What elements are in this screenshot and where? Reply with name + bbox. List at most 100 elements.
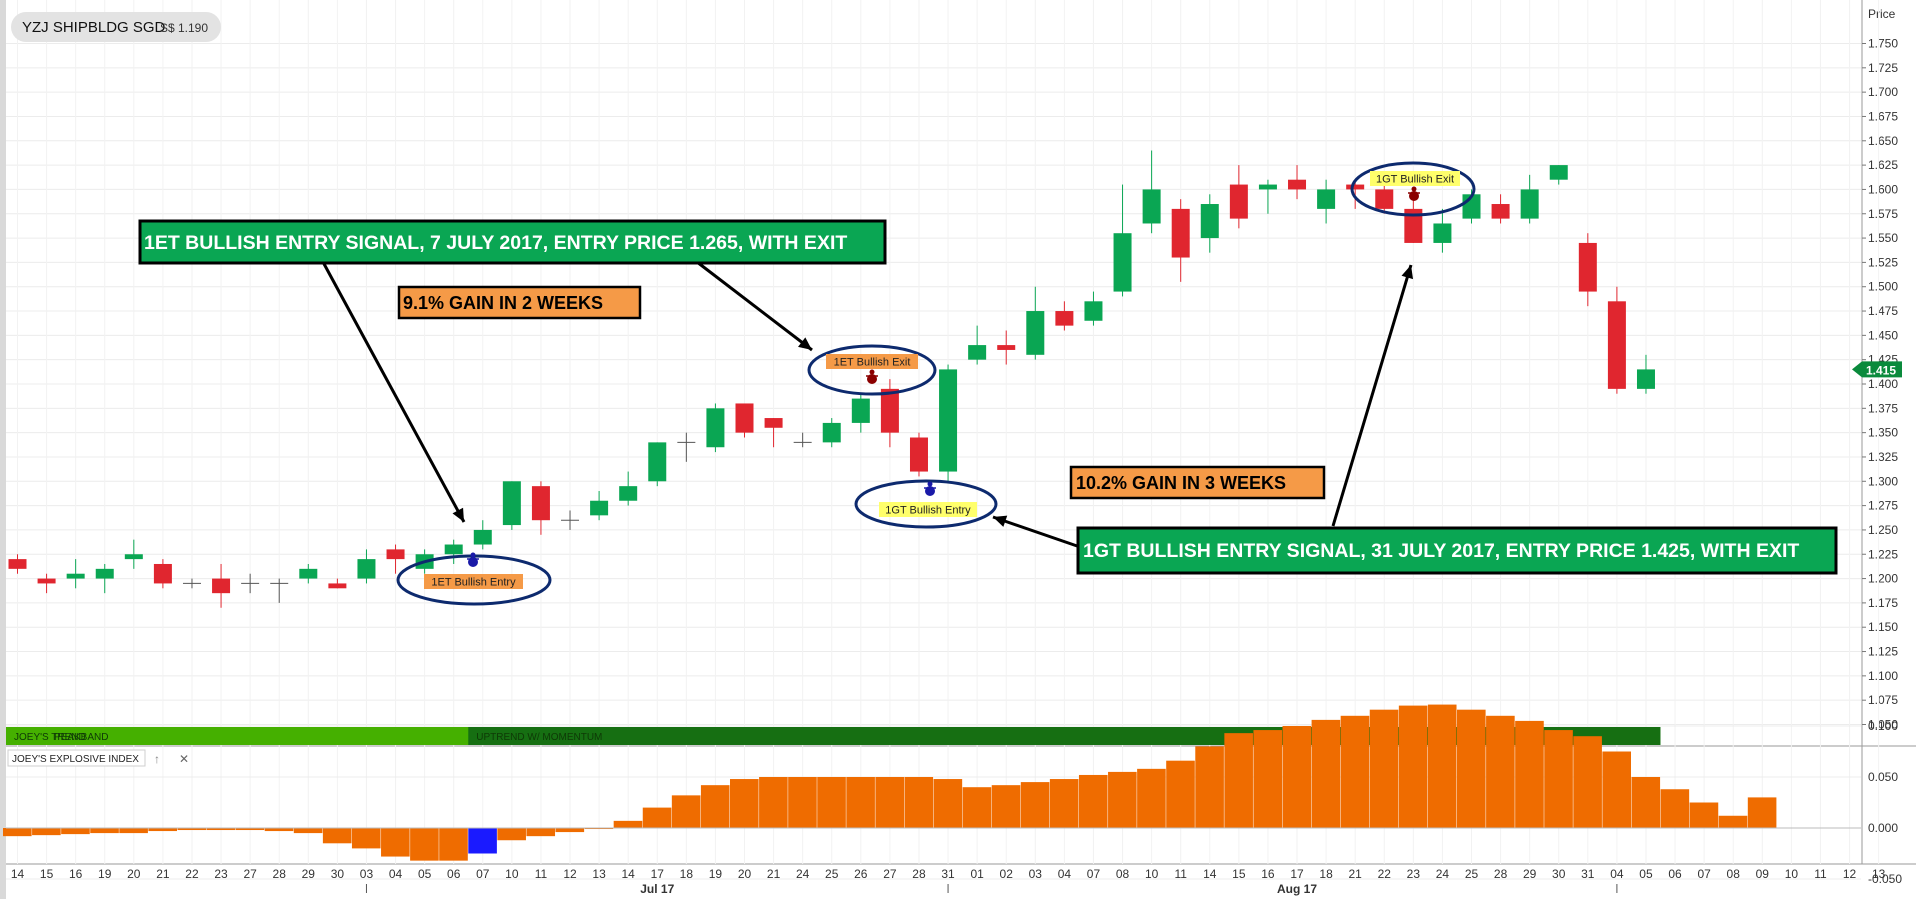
time-tick-label: 11 (535, 867, 548, 881)
candle-body (1375, 189, 1394, 209)
indicator-bar (1631, 777, 1661, 828)
time-tick-label: 02 (1000, 867, 1014, 881)
indicator-tick-label: -0.050 (1868, 872, 1902, 886)
tag-label: 1ET Bullish Entry (431, 577, 516, 589)
indicator-bar (1078, 774, 1108, 828)
price-axis-title: Price (1868, 7, 1896, 21)
indicator-bar (991, 785, 1021, 828)
candle-body (1491, 204, 1510, 219)
arrow-to-1gt-entry (992, 515, 1081, 549)
time-tick-label: 07 (1087, 867, 1101, 881)
indicator-bar (1660, 789, 1690, 828)
time-tick-label: 11 (1814, 867, 1827, 881)
time-tick-label: 20 (738, 867, 752, 881)
annotation-1gt-signal: 1GT BULLISH ENTRY SIGNAL, 31 JULY 2017, … (1076, 526, 1838, 575)
candle-body (706, 408, 725, 448)
arrow-to-1et-entry (321, 261, 466, 523)
time-tick-label: 21 (156, 867, 170, 881)
time-tick-label: 04 (389, 867, 403, 881)
price-tick-label: 1.300 (1868, 474, 1898, 488)
trend-band (6, 727, 498, 745)
indicator-bar (1137, 768, 1166, 828)
annotation-text: 10.2% GAIN IN 3 WEEKS (1076, 473, 1286, 493)
time-tick-label: 29 (1523, 867, 1537, 881)
candle-body (473, 529, 492, 545)
indicator-bar (584, 828, 614, 830)
candle-body (822, 422, 841, 443)
indicator-bar (904, 777, 934, 828)
annotation-box (1076, 526, 1838, 575)
indicator-bar (322, 828, 352, 844)
candle-body (328, 583, 347, 589)
current-price-tag: 1.415 (1852, 361, 1902, 378)
indicator-bar (1195, 746, 1224, 828)
time-tick-label: 03 (1029, 867, 1043, 881)
indicator-tick-label: 0.050 (1868, 770, 1898, 784)
indicator-bar (1718, 815, 1748, 828)
time-tick-label: 17 (1290, 867, 1304, 881)
time-tick-label: 12 (1843, 867, 1857, 881)
price-tick-label: 1.350 (1868, 426, 1898, 440)
indicator-bar (846, 777, 875, 828)
time-tick-label: 14 (11, 867, 25, 881)
candle-body (1346, 184, 1365, 190)
time-tick-label: 04 (1610, 867, 1624, 881)
indicator-bar (410, 828, 439, 861)
candle-body (880, 388, 899, 433)
indicator-bar (293, 828, 323, 834)
indicator-bar (1427, 704, 1457, 828)
indicator-bar (962, 787, 992, 828)
indicator-bar (1544, 730, 1573, 828)
indicator-tick-label: 0.100 (1868, 719, 1898, 733)
time-tick-label: 03 (360, 867, 374, 881)
annotation-box (397, 285, 642, 320)
indicator-bar (1747, 797, 1777, 828)
tag-box (424, 574, 523, 589)
time-tick-label: 24 (1436, 867, 1450, 881)
price-axis-background (1862, 0, 1916, 899)
time-tick-label: 31 (1581, 867, 1595, 881)
time-tick-label: 01 (970, 867, 984, 881)
last-price-label: 1.190 (178, 21, 208, 35)
annotations: 1ET Bullish Entry 1ET Bullish Exit 1GT Bul… (138, 161, 1838, 606)
indicator-bar (1340, 715, 1370, 828)
candle-body (444, 544, 463, 555)
candle-body (851, 398, 870, 423)
annotation-text: 9.1% GAIN IN 2 WEEKS (403, 293, 603, 313)
time-tick-label: 19 (98, 867, 112, 881)
candle-body (8, 559, 27, 569)
annotation-text: 1ET BULLISH ENTRY SIGNAL, 7 JULY 2017, E… (144, 232, 847, 254)
candle-body (212, 578, 231, 594)
time-axis: 14 15 16 19 20 21 22 23 27 28 29 30 03 04 05 06 07 10 11 12… (11, 867, 1886, 896)
time-tick-label: 22 (185, 867, 199, 881)
time-tick-label: 31 (941, 867, 955, 881)
time-tick-label: 05 (1639, 867, 1653, 881)
indicator-bar (119, 828, 148, 834)
time-tick-label: 17 (651, 867, 665, 881)
arrow-to-1gt-exit (1331, 264, 1414, 527)
price-tick-label: 1.750 (1868, 37, 1898, 51)
candle-body (153, 563, 172, 584)
candle-body (1142, 189, 1161, 224)
time-tick-label: 07 (476, 867, 490, 881)
time-tick-label: 16 (69, 867, 83, 881)
time-tick-label: 10 (505, 867, 519, 881)
indicator-name-box (7, 749, 146, 767)
price-tick-label: 1.550 (1868, 231, 1898, 245)
candle-body (764, 418, 783, 428)
price-tick-label: 1.725 (1868, 61, 1898, 75)
exit-marker-icon (866, 369, 878, 384)
indicator-bar (148, 828, 177, 832)
indicator-tick-label: 0.000 (1868, 821, 1898, 835)
time-tick-label: 13 (592, 867, 606, 881)
price-tag-shape (1852, 361, 1902, 378)
trend-band-label: JOEY'S TREND (14, 732, 86, 743)
time-tick-label: 27 (883, 867, 897, 881)
indicator-name: JOEY'S EXPLOSIVE INDEX (12, 754, 139, 765)
time-tick-label: 09 (1756, 867, 1770, 881)
indicator-bar (206, 828, 236, 831)
price-tick-label: 1.400 (1868, 377, 1898, 391)
indicator-close-icon: ✕ (179, 752, 189, 766)
price-tick-label: 1.375 (1868, 401, 1898, 415)
